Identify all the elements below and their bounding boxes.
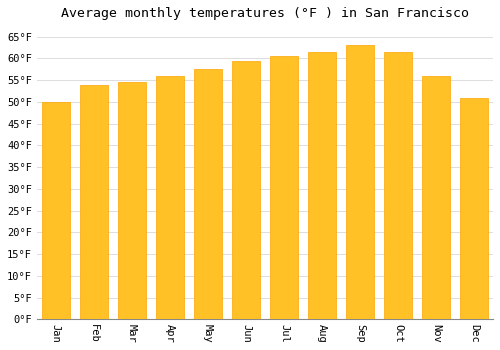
Title: Average monthly temperatures (°F ) in San Francisco: Average monthly temperatures (°F ) in Sa… (61, 7, 469, 20)
Bar (460, 98, 488, 320)
Bar (308, 52, 336, 320)
Bar (80, 85, 108, 320)
Bar (270, 56, 298, 320)
Bar (194, 69, 222, 320)
Bar (156, 76, 184, 320)
Bar (346, 46, 374, 320)
Bar (232, 61, 260, 320)
Bar (422, 76, 450, 320)
Bar (118, 82, 146, 320)
Bar (42, 102, 70, 320)
Bar (384, 52, 412, 320)
